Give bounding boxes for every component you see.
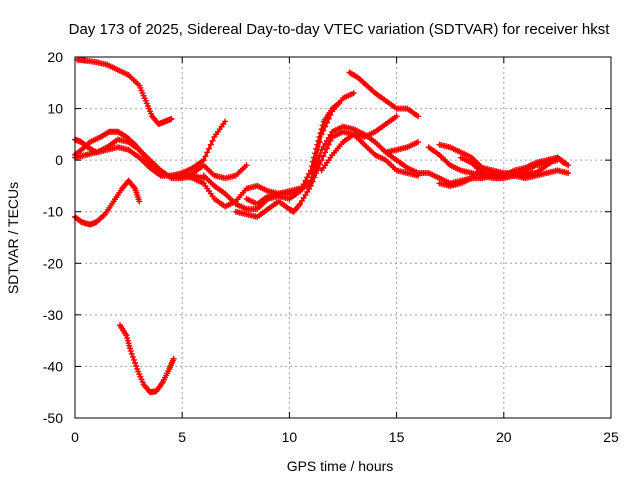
data-point (335, 100, 342, 107)
data-point (316, 133, 323, 140)
data-point (325, 134, 332, 141)
x-tick-label: 0 (71, 429, 79, 445)
plot-frame (74, 56, 612, 419)
data-point (311, 154, 318, 161)
data-point (297, 200, 304, 207)
series-trace (75, 58, 173, 126)
x-tick-label: 15 (389, 429, 405, 445)
data-point (559, 158, 566, 165)
y-tick-label: 10 (47, 101, 63, 117)
data-point (202, 153, 209, 160)
data-point (320, 153, 327, 160)
data-point (307, 167, 314, 174)
grid-lines (75, 57, 611, 418)
y-tick-label: -30 (43, 307, 63, 323)
data-point (128, 350, 135, 357)
data-point (304, 188, 311, 195)
y-tick-label: -50 (43, 410, 63, 426)
data-point (209, 137, 216, 144)
data-point (130, 184, 137, 191)
data-point (319, 122, 326, 129)
data-point (323, 119, 330, 126)
data-point (312, 150, 319, 157)
x-tick-label: 25 (603, 429, 619, 445)
data-point (327, 131, 334, 138)
data-point (415, 139, 422, 146)
data-point (207, 141, 214, 148)
y-tick-label: 0 (55, 152, 63, 168)
data-point (334, 101, 341, 108)
y-tick-label: -20 (43, 255, 63, 271)
data-point (322, 149, 329, 156)
data-marks (72, 56, 572, 396)
data-point (311, 169, 318, 176)
data-point (129, 353, 136, 360)
data-point (313, 163, 320, 170)
y-tick-label: -10 (43, 204, 63, 220)
y-tick-label: -40 (43, 358, 63, 374)
data-point (314, 141, 321, 148)
x-tick-label: 10 (282, 429, 298, 445)
data-point (313, 145, 320, 152)
data-point (136, 198, 143, 205)
data-point (560, 159, 567, 166)
data-point (320, 143, 327, 150)
data-point (565, 170, 572, 177)
series-arc-center-e (318, 113, 400, 174)
data-point (317, 130, 324, 137)
data-point (309, 174, 316, 181)
data-point (316, 152, 323, 159)
data-point (243, 162, 250, 169)
data-point (130, 356, 137, 363)
data-point (318, 146, 325, 153)
data-point (302, 177, 309, 184)
x-axis-ticks: 0 5 10 15 20 25 (71, 57, 619, 445)
data-point (304, 174, 311, 181)
data-point (350, 90, 357, 97)
data-point (309, 158, 316, 165)
data-point (325, 141, 332, 148)
series-arc-deep-dip (117, 322, 177, 396)
y-axis-ticks: 20 10 0 -10 -20 -30 -40 -50 (43, 49, 611, 426)
data-point (132, 359, 139, 366)
data-point (300, 194, 307, 201)
data-point (314, 158, 321, 165)
data-point (168, 115, 175, 122)
data-point (206, 145, 212, 152)
data-point (415, 113, 422, 120)
data-point (323, 137, 330, 144)
data-point (127, 347, 134, 354)
data-point (315, 137, 322, 144)
series-arc-right-e (457, 154, 567, 179)
data-point (170, 355, 177, 362)
data-point (296, 202, 303, 209)
data-point (200, 157, 207, 164)
chart-title: Day 173 of 2025, Sidereal Day-to-day VTE… (69, 21, 611, 38)
data-point (204, 149, 211, 156)
x-axis-label: GPS time / hours (287, 458, 394, 474)
series-trace (73, 179, 141, 226)
data-point (298, 197, 305, 204)
x-tick-label: 20 (496, 429, 512, 445)
y-axis-label: SDTVAR / TECUs (5, 182, 21, 294)
data-point (565, 162, 572, 169)
data-point (133, 362, 140, 369)
data-point (306, 170, 313, 177)
series-arc-top-left (74, 56, 175, 128)
series-arc-mid-left-c (72, 144, 250, 182)
data-point (302, 191, 309, 198)
data-point (322, 140, 329, 147)
data-point (323, 145, 330, 152)
series-arc-center-d (243, 123, 422, 207)
series-arc-lower-left (72, 177, 143, 228)
x-tick-label: 5 (178, 429, 186, 445)
data-point (393, 113, 400, 120)
data-point (307, 180, 314, 187)
data-point (318, 126, 325, 133)
data-point (222, 118, 229, 125)
series-arc-upper-right (346, 69, 422, 120)
y-tick-label: 20 (47, 49, 63, 65)
